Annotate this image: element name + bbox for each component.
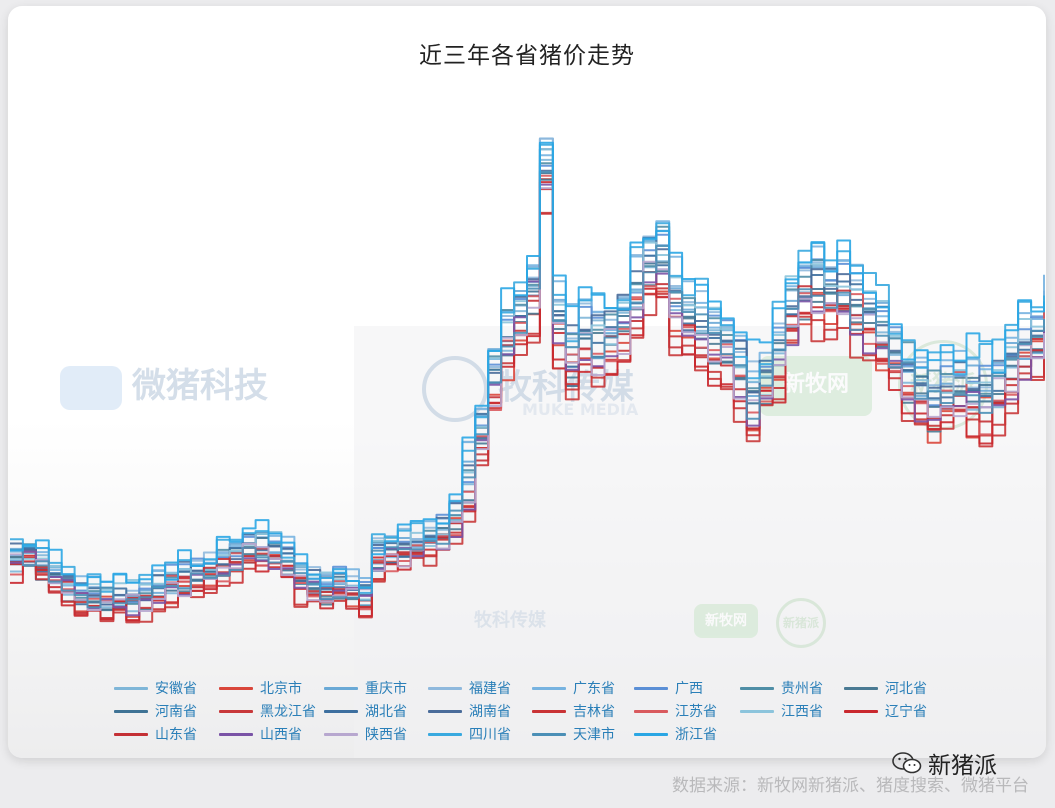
- legend-swatch: [324, 709, 358, 713]
- legend-label: 江苏省: [675, 704, 717, 720]
- legend-item[interactable]: 陕西省: [324, 724, 407, 744]
- legend-item[interactable]: 湖北省: [324, 701, 407, 721]
- legend-label: 河北省: [885, 681, 927, 697]
- legend-item[interactable]: 河南省: [114, 701, 197, 721]
- legend-label: 江西省: [781, 704, 823, 720]
- legend-item[interactable]: 吉林省: [532, 701, 615, 721]
- watermark-muke-small: 牧科传媒: [474, 610, 546, 631]
- legend-item[interactable]: 江苏省: [634, 701, 717, 721]
- legend-item[interactable]: 河北省: [844, 678, 927, 698]
- chart-title: 近三年各省猪价走势: [419, 43, 635, 69]
- legend-swatch: [428, 686, 462, 690]
- legend-swatch: [532, 732, 566, 736]
- watermark-xinzhupai-small: 新猪派: [776, 598, 826, 648]
- legend-item[interactable]: 山西省: [219, 724, 302, 744]
- legend-swatch: [844, 686, 878, 690]
- series-line: [10, 174, 1045, 611]
- legend-swatch: [634, 732, 668, 736]
- series-line: [10, 178, 1045, 612]
- legend-label: 广西: [675, 681, 703, 697]
- series-line: [10, 172, 1045, 611]
- legend-item[interactable]: 重庆市: [324, 678, 407, 698]
- watermark-xinmu: 新牧网: [760, 356, 872, 416]
- legend-swatch: [114, 732, 148, 736]
- watermark-xinmu-small: 新牧网: [694, 604, 758, 638]
- legend-swatch: [428, 709, 462, 713]
- legend-item[interactable]: 广东省: [532, 678, 615, 698]
- legend-swatch: [219, 732, 253, 736]
- legend-swatch: [324, 686, 358, 690]
- footer-brand-name: 新猪派: [928, 753, 997, 779]
- legend-swatch: [634, 709, 668, 713]
- legend-swatch: [634, 686, 668, 690]
- legend-label: 贵州省: [781, 681, 823, 697]
- legend-label: 北京市: [260, 681, 302, 697]
- legend-label: 吉林省: [573, 704, 615, 720]
- series-line: [10, 141, 1045, 589]
- legend-swatch: [114, 709, 148, 713]
- legend-label: 天津市: [573, 727, 615, 743]
- legend-item[interactable]: 山东省: [114, 724, 197, 744]
- legend-label: 湖北省: [365, 704, 407, 720]
- legend-item[interactable]: 安徽省: [114, 678, 197, 698]
- watermark-weizhu: 微猪科技: [60, 358, 268, 410]
- legend-item[interactable]: 湖南省: [428, 701, 511, 721]
- legend-item[interactable]: 四川省: [428, 724, 511, 744]
- legend-swatch: [532, 709, 566, 713]
- legend-swatch: [740, 686, 774, 690]
- legend-label: 山西省: [260, 727, 302, 743]
- legend-swatch: [532, 686, 566, 690]
- legend-item[interactable]: 浙江省: [634, 724, 717, 744]
- legend-label: 湖南省: [469, 704, 511, 720]
- legend-swatch: [740, 709, 774, 713]
- legend-label: 河南省: [155, 704, 197, 720]
- series-line: [10, 187, 1045, 612]
- series-line: [10, 178, 1045, 618]
- line-chart: [10, 137, 1045, 624]
- legend-label: 四川省: [469, 727, 511, 743]
- legend-item[interactable]: 江西省: [740, 701, 823, 721]
- legend-swatch: [219, 709, 253, 713]
- legend-label: 广东省: [573, 681, 615, 697]
- legend-item[interactable]: 黑龙江省: [219, 701, 316, 721]
- legend-swatch: [114, 686, 148, 690]
- legend-item[interactable]: 福建省: [428, 678, 511, 698]
- legend-item[interactable]: 广西: [634, 678, 703, 698]
- legend-swatch: [428, 732, 462, 736]
- legend-item[interactable]: 天津市: [532, 724, 615, 744]
- chart-card: 微猪科技 牧科传媒 MUKE MEDIA 新牧网 新猪派 牧科传媒 新牧网 新猪…: [8, 6, 1046, 758]
- legend-swatch: [219, 686, 253, 690]
- legend-label: 黑龙江省: [260, 704, 316, 720]
- legend-item[interactable]: 贵州省: [740, 678, 823, 698]
- wechat-icon: [892, 751, 922, 775]
- legend-label: 辽宁省: [885, 704, 927, 720]
- legend-swatch: [844, 709, 878, 713]
- series-line: [10, 188, 1045, 619]
- legend-label: 陕西省: [365, 727, 407, 743]
- legend-item[interactable]: 辽宁省: [844, 701, 927, 721]
- footer-brand: 新猪派: [892, 746, 997, 780]
- legend-item[interactable]: 北京市: [219, 678, 302, 698]
- legend-label: 浙江省: [675, 727, 717, 743]
- legend-label: 山东省: [155, 727, 197, 743]
- legend-label: 重庆市: [365, 681, 407, 697]
- data-source: 数据来源：新牧网新猪派、猪度搜索、微猪平台: [672, 776, 1029, 796]
- series-line: [10, 183, 1045, 617]
- series-line: [10, 181, 1045, 622]
- legend-label: 福建省: [469, 681, 511, 697]
- legend-swatch: [324, 732, 358, 736]
- legend-label: 安徽省: [155, 681, 197, 697]
